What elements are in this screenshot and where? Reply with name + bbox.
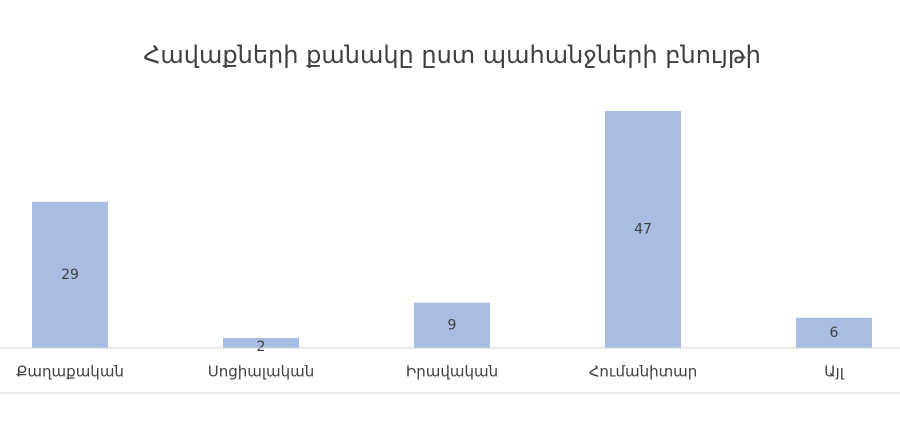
bar xyxy=(414,302,490,348)
bar xyxy=(605,111,681,348)
x-tick-label: Սոցիալական xyxy=(208,363,314,381)
bar xyxy=(796,317,872,348)
bar xyxy=(32,201,108,348)
bar xyxy=(223,337,299,348)
data-label: 29 xyxy=(61,267,79,283)
x-tick-label: Այլ xyxy=(824,363,845,381)
data-label: 2 xyxy=(257,339,266,355)
x-tick-label: Հումանիտար xyxy=(589,363,698,381)
chart-title: Հավաքների քանակը ըստ պահանջների բնույթի xyxy=(143,41,761,69)
data-label: 9 xyxy=(448,317,457,333)
data-label: 6 xyxy=(830,325,839,341)
x-tick-label: Քաղաքական xyxy=(16,363,124,381)
data-label: 47 xyxy=(634,222,652,238)
x-tick-label: Իրավական xyxy=(406,363,498,381)
